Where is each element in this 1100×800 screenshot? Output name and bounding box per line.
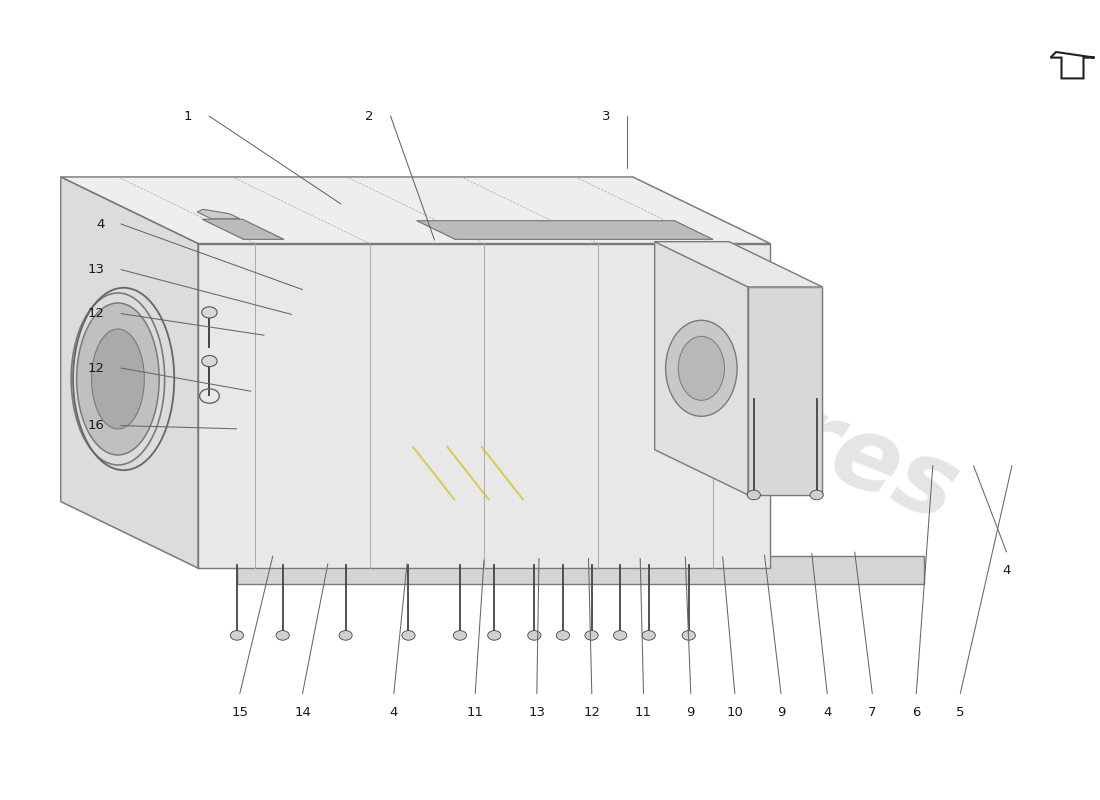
Circle shape — [339, 630, 352, 640]
Circle shape — [402, 630, 415, 640]
Polygon shape — [236, 556, 924, 584]
Text: 7: 7 — [868, 706, 877, 718]
Ellipse shape — [77, 303, 160, 455]
Text: 13: 13 — [528, 706, 546, 718]
Text: 5: 5 — [956, 706, 965, 718]
Circle shape — [682, 630, 695, 640]
Text: 9: 9 — [686, 706, 695, 718]
Text: 16: 16 — [88, 419, 104, 432]
Text: 1: 1 — [184, 110, 192, 122]
Text: 11: 11 — [466, 706, 484, 718]
Polygon shape — [632, 177, 770, 568]
Text: 10: 10 — [726, 706, 744, 718]
Polygon shape — [748, 287, 823, 495]
Ellipse shape — [91, 329, 144, 429]
Circle shape — [487, 630, 500, 640]
Circle shape — [528, 630, 541, 640]
Circle shape — [557, 630, 570, 640]
Text: 4: 4 — [96, 218, 104, 230]
Polygon shape — [60, 177, 198, 568]
Text: 6: 6 — [912, 706, 921, 718]
Text: 14: 14 — [294, 706, 311, 718]
Text: 15: 15 — [231, 706, 249, 718]
Text: 11: 11 — [635, 706, 652, 718]
Polygon shape — [60, 177, 770, 243]
Polygon shape — [202, 219, 284, 239]
Circle shape — [230, 630, 243, 640]
Circle shape — [201, 355, 217, 366]
Text: 3: 3 — [602, 110, 610, 122]
Circle shape — [642, 630, 656, 640]
Polygon shape — [417, 221, 713, 239]
Text: 2: 2 — [365, 110, 374, 122]
Text: 12: 12 — [583, 706, 601, 718]
Polygon shape — [198, 243, 770, 568]
Polygon shape — [654, 242, 748, 495]
Circle shape — [810, 490, 823, 500]
Circle shape — [276, 630, 289, 640]
Text: 9: 9 — [777, 706, 785, 718]
Circle shape — [453, 630, 466, 640]
Circle shape — [614, 630, 627, 640]
Text: 13: 13 — [88, 263, 104, 276]
Circle shape — [747, 490, 760, 500]
Ellipse shape — [679, 336, 725, 400]
Text: 4: 4 — [1002, 564, 1011, 577]
Circle shape — [585, 630, 598, 640]
Text: a passion for parts since 1985: a passion for parts since 1985 — [398, 446, 746, 578]
Polygon shape — [197, 210, 240, 218]
Circle shape — [201, 307, 217, 318]
Text: 12: 12 — [88, 307, 104, 320]
Text: 4: 4 — [389, 706, 398, 718]
Ellipse shape — [666, 320, 737, 416]
Text: eurospares: eurospares — [349, 217, 971, 543]
Text: 12: 12 — [88, 362, 104, 374]
Text: 4: 4 — [823, 706, 832, 718]
Polygon shape — [60, 502, 770, 568]
Polygon shape — [654, 242, 823, 287]
Polygon shape — [60, 177, 632, 502]
